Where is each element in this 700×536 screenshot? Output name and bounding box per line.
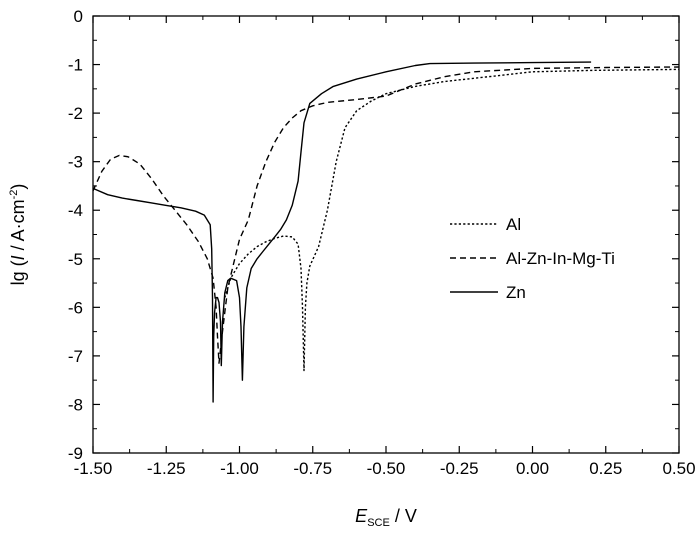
legend-label: Al — [506, 215, 521, 234]
x-tick-label: -0.25 — [440, 459, 479, 478]
x-axis-title: ESCE / V — [355, 506, 417, 529]
y-tick-label: 0 — [74, 7, 83, 26]
legend-label: Al-Zn-In-Mg-Ti — [506, 249, 615, 268]
x-tick-label: -0.50 — [367, 459, 406, 478]
x-tick-label: -0.75 — [293, 459, 332, 478]
legend: Al Al-Zn-In-Mg-Ti Zn — [450, 215, 615, 302]
x-tick-label: 0.00 — [516, 459, 549, 478]
x-tick-label: -1.00 — [220, 459, 259, 478]
y-tick-label: -1 — [68, 56, 83, 75]
x-tick-label: 0.25 — [589, 459, 622, 478]
x-tick-label: 0.50 — [662, 459, 695, 478]
series-line-al-zn-in-mg-ti — [92, 66, 680, 364]
y-tick-label: -3 — [68, 153, 83, 172]
y-tick-label: -6 — [68, 298, 83, 317]
x-tick-label: -1.50 — [74, 459, 113, 478]
series-line-al — [224, 68, 680, 372]
plot-frame — [92, 15, 680, 454]
y-tick-label: -4 — [68, 201, 83, 220]
y-tick-label: -8 — [68, 395, 83, 414]
y-tick-label: -7 — [68, 347, 83, 366]
axes-layer: -1.50 -1.25 -1.00 -0.75 -0.50 -0.25 0.00 0.25 0.… — [68, 7, 696, 478]
series-line-zn — [92, 61, 592, 403]
y-tick-label: -9 — [68, 444, 83, 463]
legend-label: Zn — [506, 283, 526, 302]
y-tick-label: -2 — [68, 104, 83, 123]
series-layer — [92, 61, 680, 403]
y-tick-label: -5 — [68, 250, 83, 269]
y-axis-title: lg (I / A·cm-2) — [8, 184, 28, 286]
x-tick-label: -1.25 — [147, 459, 186, 478]
